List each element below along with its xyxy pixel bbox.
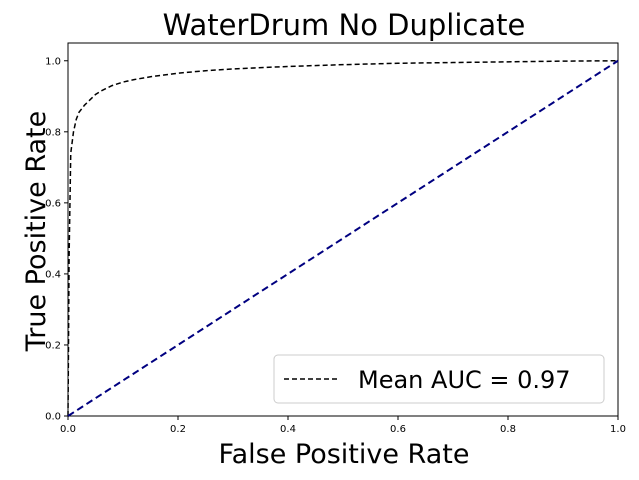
x-axis-label: False Positive Rate [219,439,470,470]
mean-roc-curve [67,60,619,417]
legend: Mean AUC = 0.97 [273,354,605,404]
ticks-layer: 0.0 0.2 0.4 0.6 0.8 1.0 0.0 0.2 0.4 0.6 0.8 1.0 [45,56,626,435]
y-tick-label: 0.0 [45,412,61,423]
x-tick-label: 0.6 [390,424,406,435]
legend-box [273,354,605,404]
y-tick-label: 0.4 [45,269,61,280]
chance-diagonal-line [67,59,619,417]
plot-area: 0.0 0.2 0.4 0.6 0.8 1.0 0.0 0.2 0.4 0.6 0.8 1.0 [45,42,626,435]
y-tick-label: 1.0 [45,56,61,67]
y-tick-label: 0.8 [45,127,61,138]
x-tick-label: 0.2 [170,424,186,435]
y-axis-label: True Positive Rate [21,111,52,353]
x-tick-label: 1.0 [610,424,626,435]
x-tick-label: 0.0 [60,424,76,435]
y-tick-label: 0.6 [45,198,61,209]
x-tick-label: 0.8 [500,424,516,435]
legend-entry-label: Mean AUC = 0.97 [358,366,571,394]
series-layer [67,59,619,417]
x-tick-label: 0.4 [280,424,296,435]
chart-title: WaterDrum No Duplicate [163,8,526,42]
y-tick-label: 0.2 [45,340,61,351]
plot-frame [67,42,619,417]
